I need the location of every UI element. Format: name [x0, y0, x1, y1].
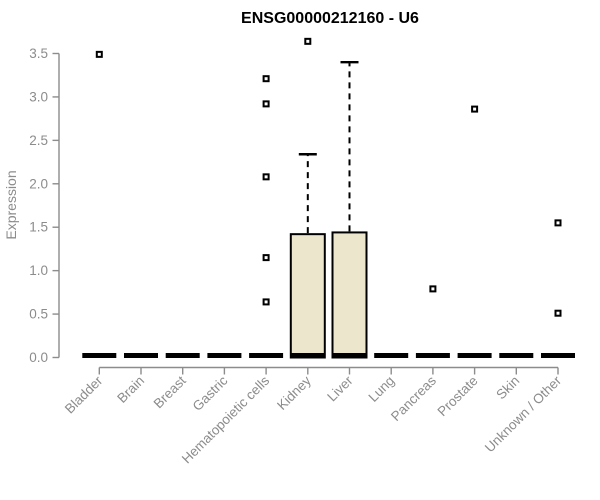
- median-bar: [457, 353, 492, 358]
- box: [289, 233, 326, 359]
- median-bar: [499, 353, 534, 358]
- median-bar: [82, 353, 117, 358]
- outlier-point: [304, 37, 312, 45]
- x-tick-label: Liver: [324, 373, 356, 405]
- chart-title: ENSG00000212160 - U6: [241, 10, 419, 27]
- x-tick-label: Skin: [493, 373, 522, 402]
- outlier-point: [262, 100, 270, 108]
- outlier-point: [95, 50, 103, 58]
- outlier-point: [262, 75, 270, 83]
- x-tick-label: Lung: [365, 373, 397, 405]
- outlier-point: [429, 285, 437, 293]
- y-tick-label: 0.5: [29, 307, 48, 322]
- x-tick-label: Kidney: [274, 373, 314, 413]
- x-tick-label: Gastric: [190, 373, 231, 414]
- outlier-point: [262, 254, 270, 262]
- median-bar: [332, 353, 367, 358]
- y-tick-label: 2.5: [29, 133, 48, 148]
- median-bar: [207, 353, 242, 358]
- outlier-point: [554, 219, 562, 227]
- median-bar: [374, 353, 409, 358]
- y-axis-label: Expression: [3, 170, 19, 239]
- outlier-point: [471, 105, 479, 113]
- outlier-point: [262, 173, 270, 181]
- x-tick-label: Brain: [114, 373, 147, 406]
- box: [331, 231, 368, 359]
- median-bar: [124, 353, 158, 358]
- x-tick-label: Pancreas: [388, 373, 439, 424]
- median-bar: [415, 353, 450, 358]
- y-tick-label: 3.5: [29, 46, 48, 61]
- median-bar: [290, 353, 325, 358]
- median-bar: [165, 353, 200, 358]
- y-tick-label: 3.0: [29, 89, 48, 104]
- x-tick-label: Bladder: [62, 373, 106, 417]
- median-bar: [249, 353, 284, 358]
- x-tick-label: Breast: [151, 373, 189, 411]
- y-tick-label: 0.0: [29, 350, 48, 365]
- y-tick-label: 2.0: [29, 176, 48, 191]
- y-tick-label: 1.5: [29, 220, 48, 235]
- x-tick-label: Unknown / Other: [482, 373, 565, 456]
- x-tick-label: Prostate: [435, 373, 481, 419]
- median-bar: [541, 353, 575, 358]
- y-tick-label: 1.0: [29, 263, 48, 278]
- outlier-point: [262, 298, 270, 306]
- outlier-point: [554, 309, 562, 317]
